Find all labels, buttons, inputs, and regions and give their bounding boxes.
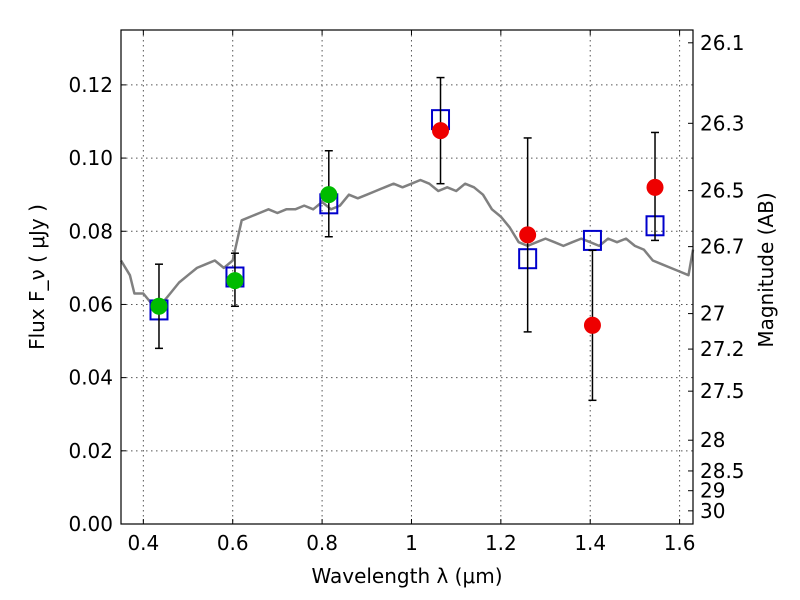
- y2-tick-label: 28.5: [700, 459, 745, 483]
- y-tick-label: 0.04: [68, 366, 113, 390]
- markers: [149, 76, 665, 402]
- plot-frame: [120, 29, 694, 525]
- x-tick-label: 0.6: [217, 531, 249, 555]
- data-point: [519, 226, 537, 244]
- y-tick-label: 0.08: [68, 219, 113, 243]
- x-tick-label: 1: [405, 531, 418, 555]
- y2-tick-label: 27.2: [700, 337, 745, 361]
- y2-tick-label: 26.5: [700, 179, 745, 203]
- y-axis-label: Flux F_ν ( μJy ): [25, 204, 49, 350]
- data-point: [646, 178, 664, 196]
- y2-tick-label: 30: [700, 499, 725, 523]
- spectrum: [119, 178, 695, 306]
- y2-tick-label: 29: [700, 479, 725, 503]
- x-axis-label: Wavelength λ (μm): [311, 564, 502, 588]
- data-point: [226, 272, 244, 290]
- y2-tick-label: 27.5: [700, 379, 745, 403]
- x-tick-label: 1.6: [664, 531, 696, 555]
- data-point: [320, 186, 338, 204]
- x-tick-label: 1.4: [574, 531, 606, 555]
- y2-tick-label: 26.7: [700, 235, 745, 259]
- x-tick-label: 0.4: [127, 531, 159, 555]
- y-tick-label: 0.02: [68, 439, 113, 463]
- spectrum-line: [119, 178, 695, 306]
- y-tick-label: 0.10: [68, 146, 113, 170]
- data-point: [583, 316, 601, 334]
- y2-tick-label: 28: [700, 428, 725, 452]
- x-tick-label: 0.8: [306, 531, 338, 555]
- tick-labels: 0.4 0.6 0.8 1 1.2 1.4 1.6 0.00 0.02 0.04 0.06 0.08 0…: [68, 31, 744, 555]
- y2-tick-label: 26.3: [700, 111, 745, 135]
- data-point: [432, 122, 450, 140]
- y-tick-label: 0.06: [68, 292, 113, 316]
- grid: [121, 30, 693, 525]
- data-point: [150, 297, 168, 315]
- y2-axis-label: Magnitude (AB): [754, 192, 778, 347]
- y2-tick-label: 27: [700, 302, 725, 326]
- ticks: [121, 30, 693, 525]
- x-tick-label: 1.2: [485, 531, 517, 555]
- y-tick-label: 0.00: [68, 512, 113, 536]
- y-tick-label: 0.12: [68, 73, 113, 97]
- y2-tick-label: 26.1: [700, 31, 745, 55]
